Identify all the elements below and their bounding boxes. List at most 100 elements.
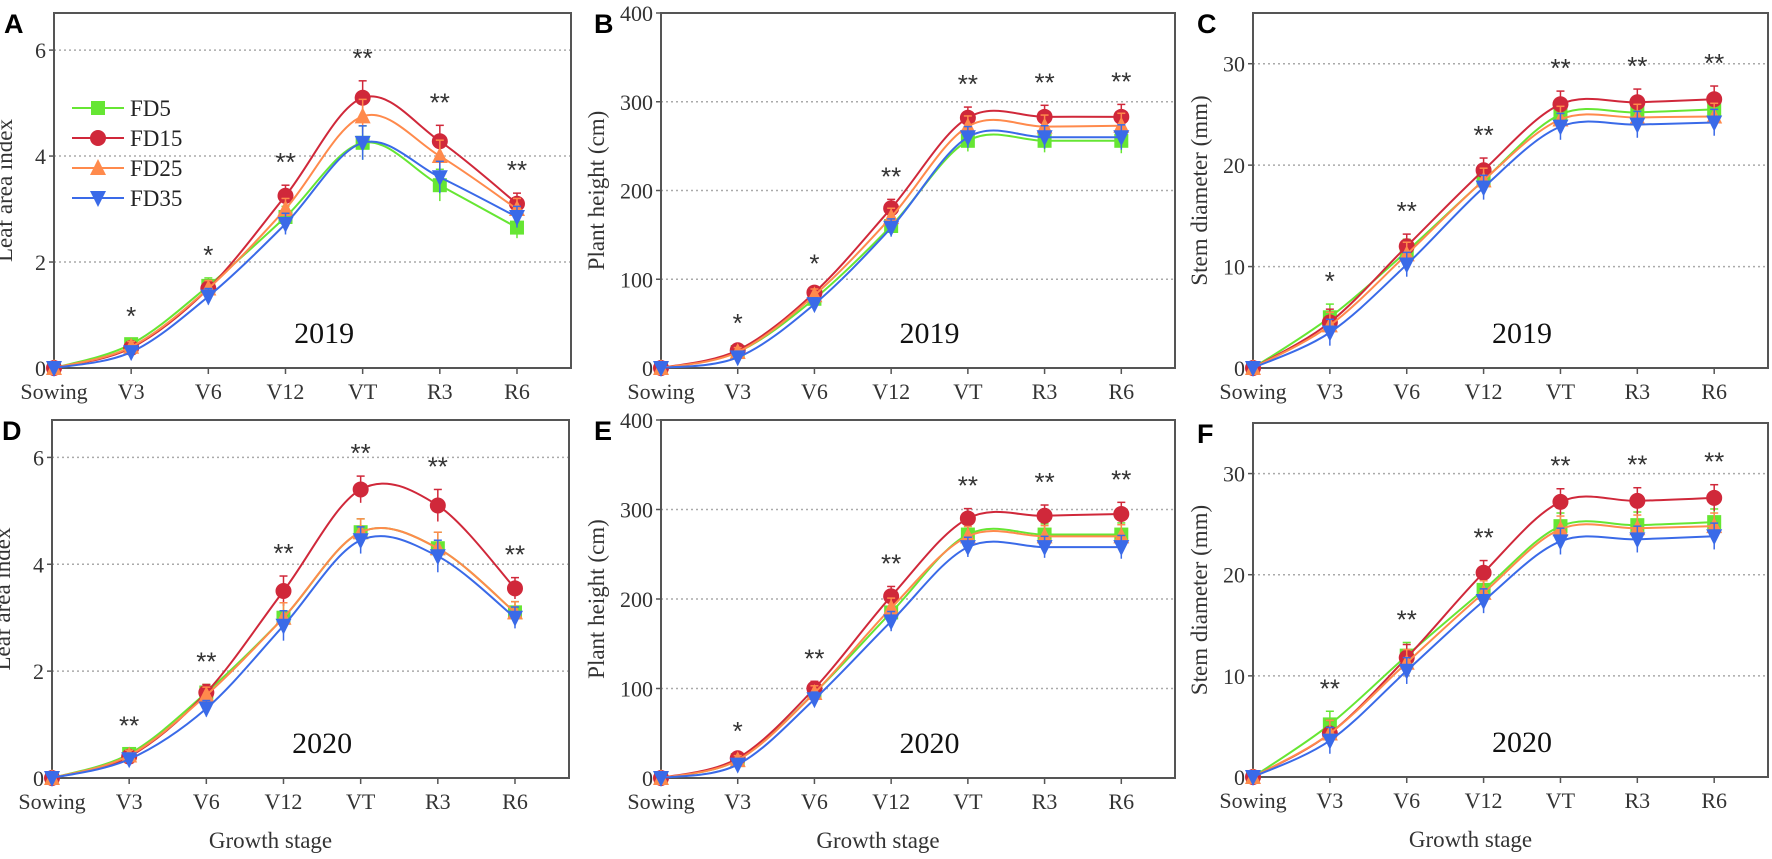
data-point (653, 361, 669, 377)
significance-marker: ** (881, 548, 901, 578)
series-fd15 (653, 501, 1130, 786)
significance-marker: * (126, 301, 136, 331)
y-tick-label: 10 (1223, 255, 1245, 280)
data-point (883, 208, 900, 225)
significance-marker: * (733, 716, 743, 746)
panel-letter: F (1197, 419, 1214, 449)
data-point (1036, 540, 1053, 557)
x-tick-label: R6 (1701, 788, 1727, 813)
series-fd35 (653, 124, 1130, 377)
legend-marker (90, 159, 106, 175)
y-tick-label: 20 (1223, 153, 1245, 178)
data-point (277, 187, 294, 204)
data-point (883, 220, 900, 237)
data-point (352, 481, 369, 498)
x-tick-label: R3 (1624, 379, 1650, 404)
x-axis-label: Growth stage (1409, 827, 1532, 852)
y-tick-label: 6 (35, 38, 46, 63)
panel-letter: E (594, 416, 612, 446)
series-fd35 (1245, 108, 1723, 377)
data-point (806, 692, 823, 709)
significance-marker: ** (1627, 51, 1647, 81)
data-point (1113, 540, 1130, 557)
legend-marker (91, 101, 105, 115)
y-tick-label: 0 (33, 766, 44, 791)
data-point (1245, 361, 1261, 377)
data-point (1475, 594, 1492, 611)
x-tick-label: V6 (195, 379, 222, 404)
y-axis-label: Leaf area index (0, 118, 17, 262)
x-tick-label: V6 (801, 379, 828, 404)
x-tick-label: V6 (1393, 788, 1420, 813)
data-point (431, 170, 448, 187)
data-point (1398, 257, 1415, 274)
x-tick-label: V6 (1393, 379, 1420, 404)
legend-marker (90, 191, 106, 207)
year-annotation: 2020 (292, 727, 352, 760)
x-axis-label: Growth stage (209, 828, 332, 853)
series-line (51, 535, 516, 779)
x-tick-label: R3 (1032, 789, 1058, 814)
y-tick-label: 100 (620, 677, 653, 702)
significance-marker: ** (881, 161, 901, 191)
data-point (1552, 119, 1569, 136)
x-tick-label: V3 (1316, 379, 1343, 404)
x-tick-label: V6 (801, 789, 828, 814)
data-point (729, 350, 746, 367)
data-point (354, 89, 371, 106)
data-point (1629, 492, 1646, 509)
significance-marker: ** (1034, 467, 1054, 497)
legend-marker (90, 130, 106, 146)
y-axis-label: Plant height (cm) (584, 519, 609, 679)
series-fd25 (653, 112, 1130, 375)
significance-marker: ** (1320, 673, 1340, 703)
data-point (1706, 489, 1723, 506)
y-axis-label: Plant height (cm) (584, 111, 609, 271)
y-tick-label: 400 (620, 1, 653, 26)
series-line (660, 118, 1122, 369)
series-fd35 (1245, 522, 1723, 786)
data-point (959, 510, 976, 527)
data-point (1245, 770, 1261, 786)
data-point (200, 289, 217, 306)
y-axis-label: Leaf area index (0, 527, 15, 671)
x-tick-label: V12 (872, 789, 910, 814)
y-tick-label: 10 (1223, 664, 1245, 689)
x-tick-label: R6 (1108, 379, 1134, 404)
significance-marker: ** (430, 87, 450, 117)
significance-marker: * (809, 248, 819, 278)
significance-marker: ** (273, 538, 293, 568)
legend-label: FD15 (130, 126, 182, 151)
series-fd35 (44, 526, 523, 787)
x-tick-label: R3 (425, 789, 451, 814)
data-point (1629, 117, 1646, 134)
year-annotation: 2020 (900, 727, 960, 760)
significance-marker: ** (804, 643, 824, 673)
data-point (1629, 94, 1646, 111)
significance-marker: * (733, 308, 743, 338)
data-point (806, 297, 823, 314)
significance-marker: ** (958, 471, 978, 501)
series-fd15 (653, 103, 1130, 376)
y-axis-label: Stem diameter (mm) (1187, 505, 1212, 695)
x-tick-label: Sowing (20, 379, 87, 404)
series-fd25 (1245, 512, 1723, 784)
y-tick-label: 200 (620, 587, 653, 612)
x-tick-label: V3 (724, 379, 751, 404)
x-tick-label: V3 (1316, 788, 1343, 813)
x-tick-label: R6 (504, 379, 530, 404)
x-tick-label: VT (348, 379, 378, 404)
significance-marker: * (1325, 266, 1335, 296)
data-point (883, 614, 900, 631)
significance-marker: ** (505, 540, 525, 570)
significance-marker: ** (1111, 464, 1131, 494)
data-point (1706, 115, 1723, 132)
data-point (959, 130, 976, 147)
significance-marker: ** (353, 43, 373, 73)
significance-marker: ** (958, 69, 978, 99)
significance-marker: ** (1627, 450, 1647, 480)
panel-letter: B (594, 9, 614, 39)
legend: FD5 FD15 FD25 FD35 (72, 96, 182, 211)
significance-marker: ** (1704, 48, 1724, 78)
y-axis-label: Stem diameter (mm) (1187, 95, 1212, 285)
